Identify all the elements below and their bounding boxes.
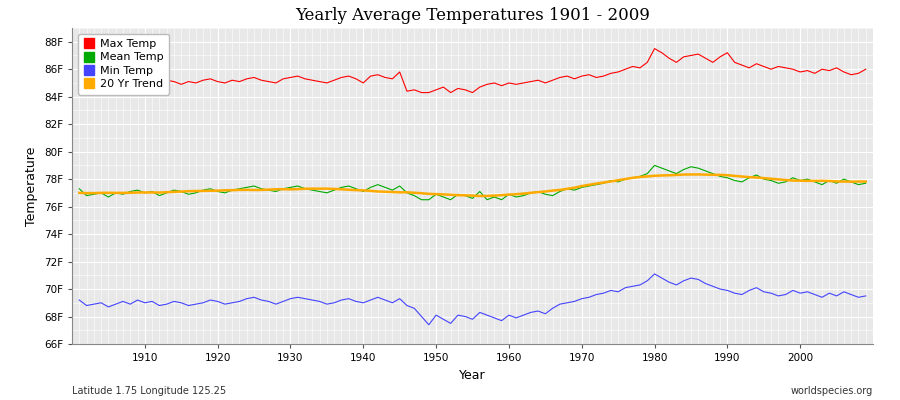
X-axis label: Year: Year <box>459 368 486 382</box>
Text: worldspecies.org: worldspecies.org <box>791 386 873 396</box>
Legend: Max Temp, Mean Temp, Min Temp, 20 Yr Trend: Max Temp, Mean Temp, Min Temp, 20 Yr Tre… <box>77 34 169 95</box>
Title: Yearly Average Temperatures 1901 - 2009: Yearly Average Temperatures 1901 - 2009 <box>295 7 650 24</box>
Y-axis label: Temperature: Temperature <box>25 146 39 226</box>
Text: Latitude 1.75 Longitude 125.25: Latitude 1.75 Longitude 125.25 <box>72 386 226 396</box>
